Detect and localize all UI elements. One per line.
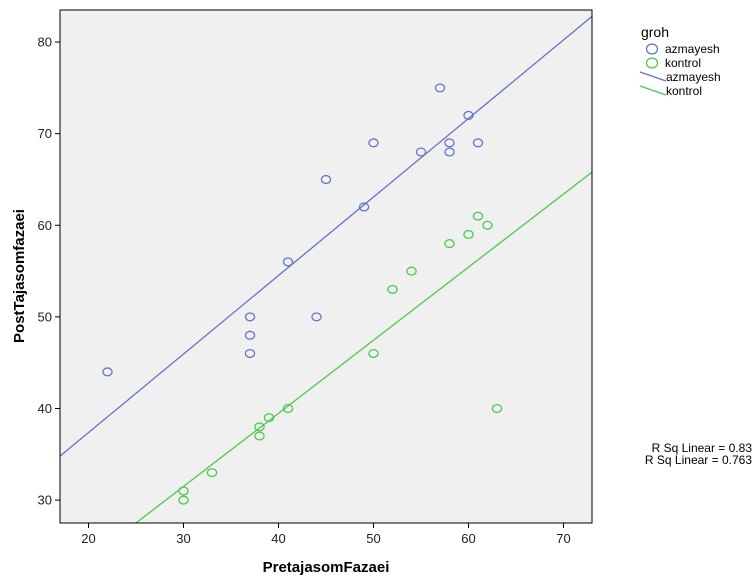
data-point-azmayesh <box>434 83 446 93</box>
y-tick-label: 50 <box>38 309 52 324</box>
legend-label-azmayesh: azmayesh <box>665 42 720 56</box>
x-axis: 20 30 40 50 60 70 <box>81 523 571 546</box>
data-point-azmayesh <box>311 312 322 322</box>
fit-line-azmayesh <box>60 15 592 457</box>
r-squared-label-kontrol: R Sq Linear = 0.763 <box>645 453 752 467</box>
legend-line-label-kontrol: kontrol <box>666 84 702 98</box>
data-point-azmayesh <box>320 174 332 185</box>
data-point-azmayesh <box>415 147 427 157</box>
data-point-kontrol <box>178 495 189 505</box>
y-axis-title: PostTajasomfazaei <box>11 209 28 343</box>
data-point-azmayesh <box>463 110 474 120</box>
legend-line-kontrol <box>639 85 667 96</box>
legend-marker-kontrol <box>645 57 659 69</box>
data-point-kontrol <box>254 431 265 441</box>
x-tick-label: 30 <box>176 531 190 546</box>
data-point-azmayesh <box>358 202 370 212</box>
data-point-azmayesh <box>472 138 484 148</box>
x-tick-label: 50 <box>366 531 380 546</box>
data-point-kontrol <box>282 403 294 414</box>
points-layer <box>102 83 503 505</box>
legend-line-azmayesh <box>639 71 667 82</box>
data-point-kontrol <box>178 486 189 496</box>
y-axis: 30 40 50 60 70 80 <box>38 35 60 508</box>
data-point-kontrol <box>206 468 218 478</box>
x-tick-label: 40 <box>271 531 285 546</box>
y-tick-label: 70 <box>38 126 52 141</box>
data-point-kontrol <box>444 239 455 249</box>
data-point-azmayesh <box>444 138 455 148</box>
data-point-kontrol <box>406 266 417 276</box>
data-point-kontrol <box>482 220 493 230</box>
x-tick-label: 20 <box>81 531 95 546</box>
data-point-azmayesh <box>368 138 379 148</box>
data-point-kontrol <box>368 348 379 359</box>
data-point-kontrol <box>463 229 474 239</box>
data-point-azmayesh <box>244 348 256 359</box>
data-point-kontrol <box>387 284 398 294</box>
legend-marker-azmayesh <box>645 43 659 55</box>
r-squared-annotations: R Sq Linear = 0.83 R Sq Linear = 0.763 <box>645 441 752 467</box>
x-axis-title: PretajasomFazaei <box>263 559 390 576</box>
legend-line-label-azmayesh: azmayesh <box>666 70 721 84</box>
fit-lines-layer <box>60 15 592 523</box>
y-tick-label: 30 <box>38 493 52 508</box>
fit-line-kontrol <box>135 171 592 523</box>
r-squared-label-azmayesh: R Sq Linear = 0.83 <box>652 441 753 455</box>
x-tick-label: 60 <box>461 531 475 546</box>
data-point-kontrol <box>491 403 503 414</box>
data-point-azmayesh <box>102 367 113 377</box>
data-point-azmayesh <box>444 147 455 157</box>
y-tick-label: 60 <box>38 218 52 233</box>
data-point-kontrol <box>472 211 484 221</box>
data-point-azmayesh <box>244 312 256 322</box>
x-tick-label: 70 <box>556 531 570 546</box>
data-point-kontrol <box>263 413 275 423</box>
data-point-azmayesh <box>244 330 256 340</box>
data-point-azmayesh <box>282 257 294 267</box>
y-tick-label: 40 <box>38 401 52 416</box>
plot-frame <box>59 9 593 524</box>
plot-area <box>60 10 592 523</box>
data-point-kontrol <box>254 422 265 432</box>
legend-label-kontrol: kontrol <box>665 56 701 70</box>
y-tick-label: 80 <box>38 35 52 50</box>
legend-title: groh <box>641 24 669 40</box>
